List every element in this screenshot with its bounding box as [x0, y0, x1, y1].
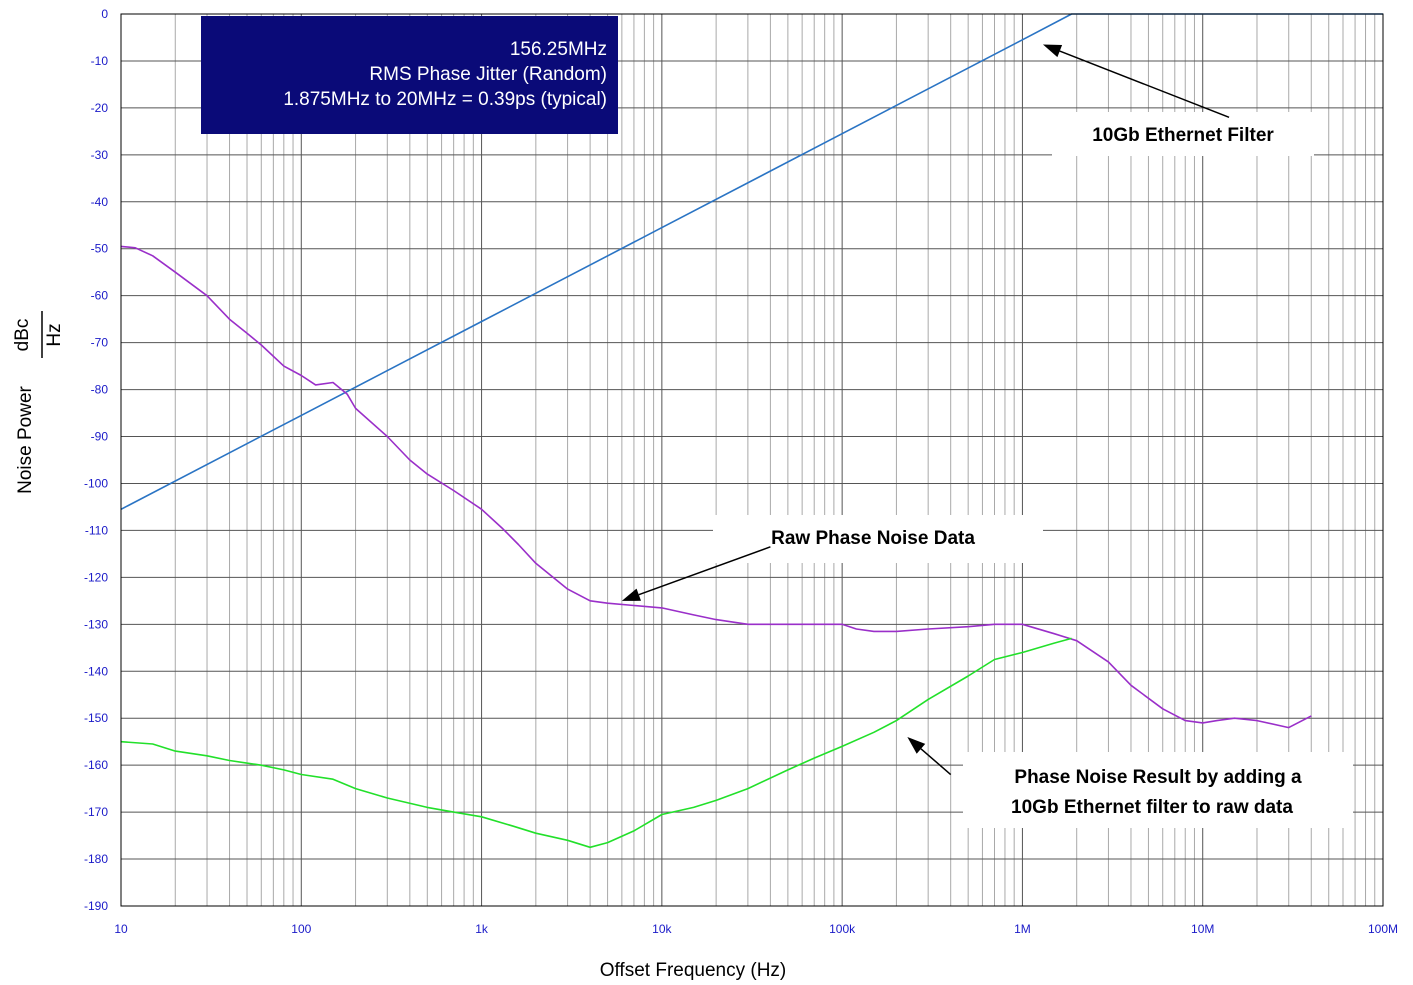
- info-line-jitter-value: 1.875MHz to 20MHz = 0.39ps (typical): [283, 89, 607, 110]
- y-tick-label: -180: [84, 852, 108, 866]
- y-tick-label: -50: [91, 242, 109, 256]
- annotation-filter-label: 10Gb Ethernet Filter: [1092, 125, 1274, 146]
- series-layer: [120, 13, 1383, 849]
- annotation-filter: 10Gb Ethernet Filter: [1052, 112, 1314, 156]
- annotation-result: Phase Noise Result by adding a 10Gb Ethe…: [963, 752, 1353, 828]
- x-axis-title: Offset Frequency (Hz): [600, 960, 787, 981]
- y-tick-label: -60: [91, 289, 109, 303]
- y-tick-label: -130: [84, 617, 108, 631]
- series-filter-line: [120, 13, 1383, 511]
- y-tick-label: -120: [84, 570, 108, 584]
- series-raw-line: [120, 245, 1312, 729]
- x-tick-label: 10k: [652, 922, 672, 936]
- annotation-raw-bg: [713, 515, 1043, 563]
- x-tick-label: 100M: [1368, 922, 1398, 936]
- series-result-line: [120, 637, 1072, 849]
- y-tick-label: -110: [85, 523, 108, 537]
- y-tick-label: 0: [101, 7, 108, 21]
- info-line-frequency: 156.25MHz: [510, 39, 607, 60]
- y-tick-label: -40: [91, 195, 109, 209]
- annotation-arrow-shaft: [920, 748, 952, 776]
- plot-frame: [120, 13, 1384, 907]
- y-tick-labels: 0 -10 -20 -30 -40 -50 -60 -70 -80 -90 -100 -110 -120…: [84, 7, 108, 913]
- y-axis-title: Noise Power: [15, 385, 36, 493]
- y-unit-numerator: dBc: [12, 319, 33, 352]
- annotation-filter-bg: [1052, 112, 1314, 156]
- y-tick-label: -170: [84, 805, 108, 819]
- y-tick-label: -30: [91, 148, 109, 162]
- annotation-raw-label: Raw Phase Noise Data: [771, 528, 975, 549]
- x-tick-label: 100k: [829, 922, 856, 936]
- y-tick-label: -160: [84, 758, 108, 772]
- y-tick-label: -10: [91, 54, 109, 68]
- x-tick-label: 100: [291, 922, 311, 936]
- annotation-arrow-head: [1042, 44, 1063, 58]
- x-tick-label: 10M: [1191, 922, 1214, 936]
- y-tick-label: -70: [91, 336, 109, 350]
- y-tick-label: -150: [84, 711, 108, 725]
- annotation-result-bg: [963, 752, 1353, 828]
- annotation-result-line-2: 10Gb Ethernet filter to raw data: [1011, 797, 1293, 818]
- annotation-arrow-head: [621, 588, 641, 601]
- info-line-jitter-title: RMS Phase Jitter (Random): [369, 64, 607, 85]
- x-tick-label: 1M: [1014, 922, 1031, 936]
- annotation-arrow-head: [907, 736, 926, 754]
- y-tick-label: -140: [84, 664, 108, 678]
- x-tick-labels: 10 100 1k 10k 100k 1M 10M 100M: [114, 922, 1398, 936]
- x-tick-label: 1k: [475, 922, 489, 936]
- annotation-arrow-shaft: [638, 546, 771, 596]
- info-box: 156.25MHz RMS Phase Jitter (Random) 1.87…: [201, 16, 618, 134]
- y-tick-label: -90: [91, 430, 109, 444]
- x-tick-label: 10: [114, 922, 128, 936]
- y-unit-denominator: Hz: [44, 323, 65, 346]
- y-tick-label: -190: [84, 899, 108, 913]
- annotation-arrow-shaft: [1059, 50, 1230, 118]
- annotation-raw: Raw Phase Noise Data: [713, 515, 1043, 563]
- info-box-background: [201, 16, 618, 134]
- y-tick-label: -80: [91, 383, 109, 397]
- annotation-result-line-1: Phase Noise Result by adding a: [1014, 767, 1302, 788]
- y-tick-label: -20: [91, 101, 109, 115]
- y-tick-label: -100: [84, 476, 108, 490]
- annotation-arrows: [621, 44, 1230, 776]
